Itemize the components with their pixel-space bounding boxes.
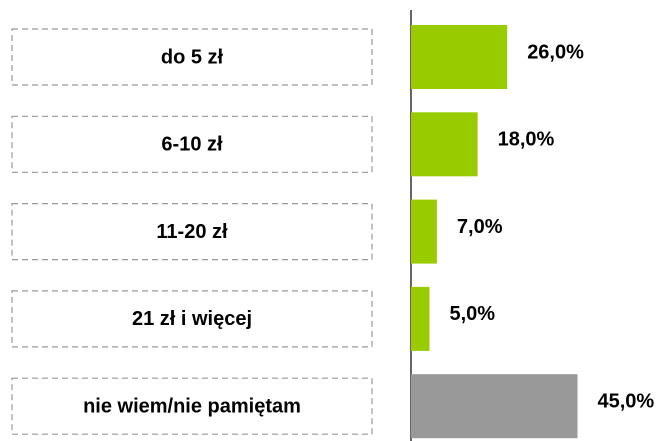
value-label: 18,0% (498, 129, 555, 151)
bar (411, 25, 508, 89)
category-label: 11-20 zł (156, 221, 228, 243)
category-label: 21 zł i więcej (132, 308, 252, 330)
value-label: 45,0% (598, 390, 655, 412)
category-label: do 5 zł (161, 46, 224, 68)
value-label: 7,0% (457, 216, 503, 238)
value-label: 26,0% (527, 41, 584, 63)
category-box (11, 377, 373, 435)
bar (411, 112, 478, 177)
value-label: 5,0% (450, 303, 496, 325)
category-box (11, 28, 373, 86)
category-label: 6-10 zł (161, 134, 223, 156)
bar (411, 374, 578, 439)
bar (411, 286, 430, 351)
category-box (11, 203, 373, 261)
category-box (11, 290, 373, 348)
category-box (11, 115, 373, 173)
bar (411, 199, 437, 264)
category-label: nie wiem/nie pamiętam (83, 395, 301, 417)
